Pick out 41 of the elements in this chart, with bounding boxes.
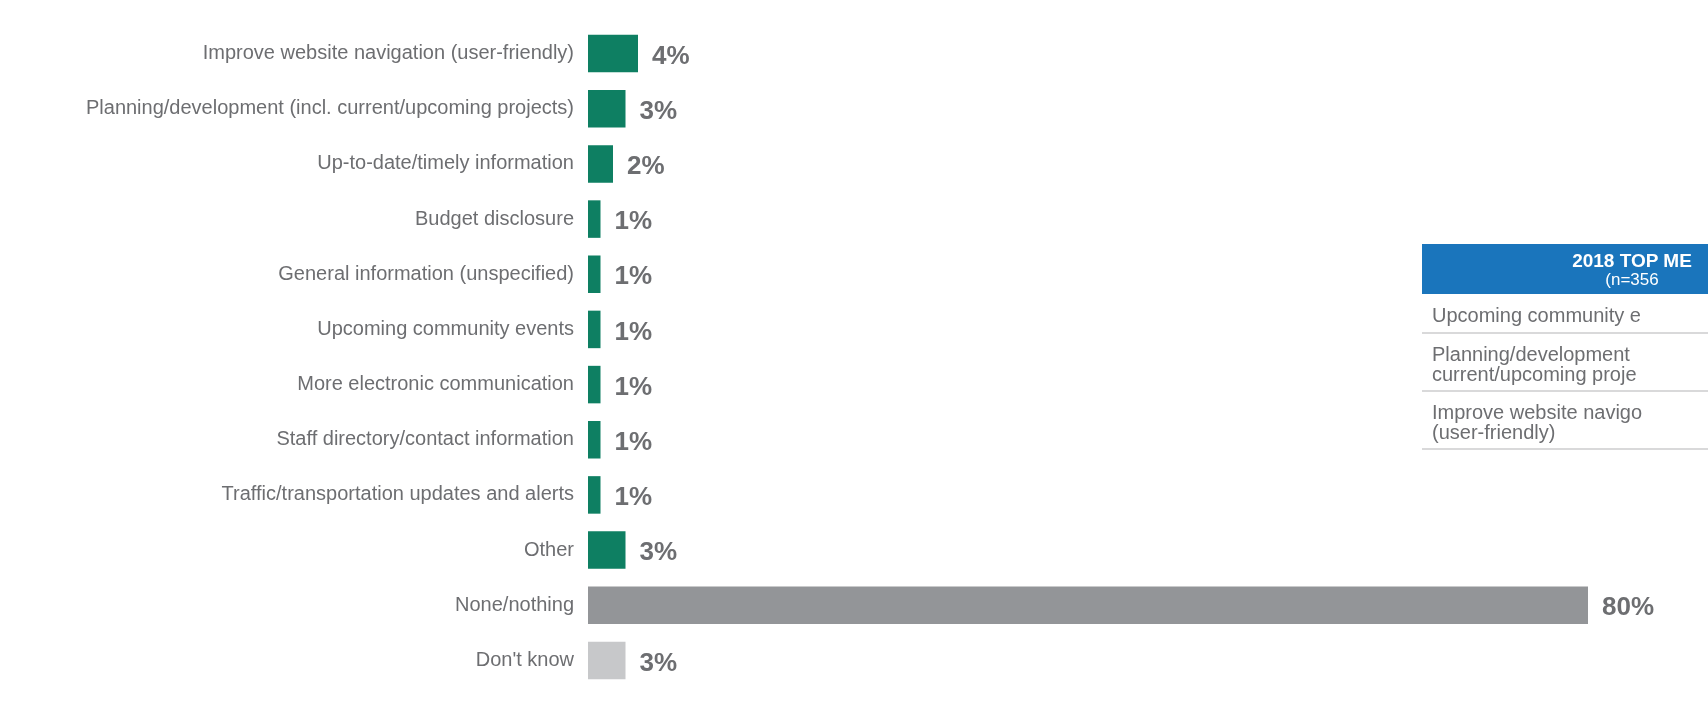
data-label: 1%	[614, 481, 653, 512]
bar	[588, 255, 601, 294]
data-label: 1%	[614, 425, 653, 456]
annotation: Upcoming community e	[1422, 294, 1708, 334]
annotation: Planning/development current/upcoming proje	[1422, 334, 1708, 392]
y-tick-label: Staff directory/contact information	[276, 427, 574, 450]
y-tick-label: General information (unspecified)	[278, 261, 574, 284]
data-label: 1%	[614, 260, 653, 291]
y-tick-label: Up-to-date/timely information	[317, 151, 574, 174]
y-tick-label: Traffic/transportation updates and alerts	[221, 482, 574, 505]
data-label: 3%	[639, 536, 678, 567]
data-label: 4%	[652, 39, 690, 70]
bar	[588, 531, 626, 569]
data-label: 2%	[627, 150, 665, 181]
annotation: Improve website navigo (user-friendly)	[1422, 392, 1708, 450]
bar	[588, 34, 638, 73]
text: 2018 TOP ME	[1571, 250, 1693, 271]
y-tick-label: More electronic communication	[297, 372, 574, 395]
y-tick-label: Other	[523, 537, 575, 560]
bar	[588, 200, 601, 238]
y-tick-label: None/nothing	[455, 592, 574, 615]
bar	[588, 586, 1588, 625]
bar	[588, 310, 601, 349]
y-tick-label: Don't know	[475, 647, 575, 670]
bar	[588, 420, 601, 459]
data-label: 1%	[614, 370, 653, 401]
bar	[588, 365, 601, 404]
bar	[588, 641, 626, 680]
y-tick-label: Planning/development (incl. current/upcoming projects)	[85, 96, 574, 119]
y-tick-label: Improve website navigation (user-friendly)	[202, 41, 574, 64]
bar	[588, 145, 613, 183]
bar	[588, 89, 626, 128]
text: (n=356	[1604, 270, 1660, 289]
data-label: 3%	[639, 646, 678, 677]
data-label: 80%	[1602, 591, 1655, 622]
y-tick-label: Budget disclosure	[415, 206, 574, 229]
data-label: 1%	[614, 315, 653, 346]
bar	[588, 476, 601, 514]
data-label: 3%	[639, 94, 678, 125]
data-label: 1%	[614, 205, 653, 236]
y-tick-label: Upcoming community events	[317, 316, 574, 339]
